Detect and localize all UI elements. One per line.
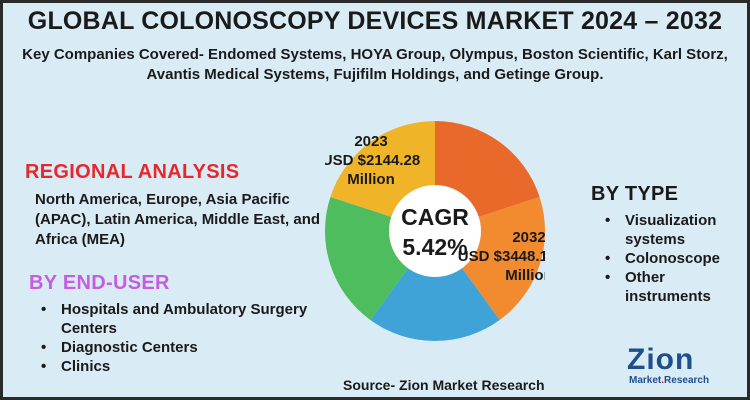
value-2023-amount: USD $2144.28 <box>325 152 420 169</box>
regional-analysis-heading: REGIONAL ANALYSIS <box>25 161 240 183</box>
end-user-item: Diagnostic Centers <box>39 338 319 357</box>
cagr-donut-chart: CAGR 5.42% 2023 USD $2144.28 Million 203… <box>325 121 545 341</box>
zion-logo: Zion Market.Research <box>627 343 723 386</box>
end-user-heading: BY END-USER <box>29 272 170 294</box>
cagr-value: 5.42% <box>402 234 467 260</box>
regional-analysis-text: North America, Europe, Asia Pacific (APA… <box>35 191 321 248</box>
end-user-item: Hospitals and Ambulatory Surgery Centers <box>39 300 319 338</box>
value-2032-amount: USD $3448.17 <box>458 248 545 265</box>
by-type-heading: BY TYPE <box>591 183 679 205</box>
logo-word: Zion <box>627 343 695 376</box>
value-2023-year: 2023 <box>354 133 387 150</box>
page-title: GLOBAL COLONOSCOPY DEVICES MARKET 2024 –… <box>27 7 723 35</box>
end-user-list: Hospitals and Ambulatory Surgery Centers… <box>39 300 319 376</box>
source-note: Source- Zion Market Research <box>343 377 545 393</box>
value-2032-year: 2032 <box>512 229 545 246</box>
logo-subtitle: Market.Research <box>629 375 710 386</box>
by-type-item: Colonoscope <box>603 249 743 268</box>
by-type-list: Visualization systems Colonoscope Other … <box>603 211 743 306</box>
donut-center <box>389 185 481 277</box>
end-user-item: Clinics <box>39 357 319 376</box>
value-2023-unit: Million <box>347 171 395 188</box>
key-companies: Key Companies Covered- Endomed Systems, … <box>3 45 747 85</box>
donut-segment <box>370 231 500 341</box>
value-2032-unit: Million <box>505 267 545 284</box>
cagr-label: CAGR <box>401 204 469 230</box>
by-type-item: Other instruments <box>603 268 743 306</box>
key-companies-line-2: Avantis Medical Systems, Fujifilm Holdin… <box>146 66 604 83</box>
key-companies-line-1: Key Companies Covered- Endomed Systems, … <box>22 46 728 63</box>
by-type-item: Visualization systems <box>603 211 743 249</box>
